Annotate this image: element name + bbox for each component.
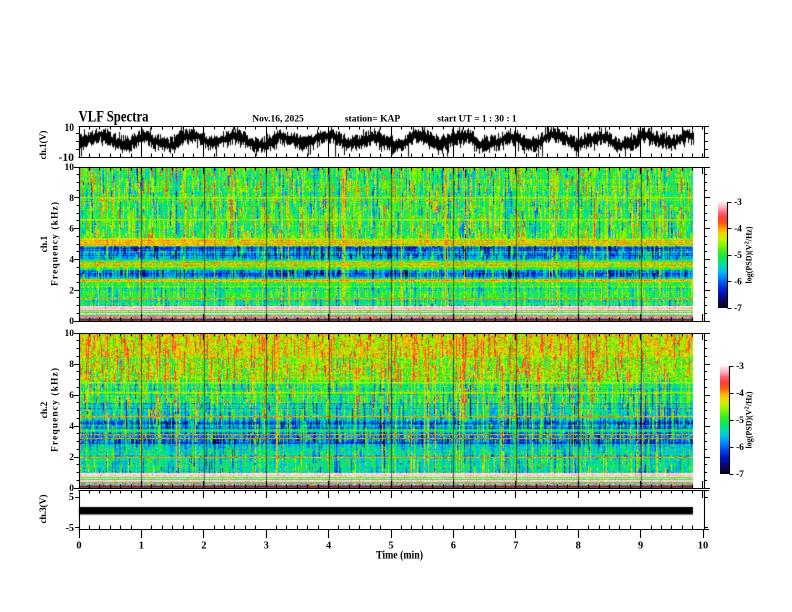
svg-text:10: 10	[698, 541, 708, 552]
svg-text:-3: -3	[734, 198, 742, 208]
svg-text:Time (min): Time (min)	[376, 549, 423, 562]
svg-text:log(PSD)(V2/Hz): log(PSD)(V2/Hz)	[743, 226, 754, 283]
svg-text:10: 10	[65, 163, 75, 173]
svg-text:-6: -6	[734, 278, 742, 288]
svg-text:8: 8	[576, 541, 581, 552]
svg-text:-4: -4	[736, 389, 744, 399]
svg-text:-7: -7	[736, 470, 744, 480]
svg-text:0: 0	[69, 317, 74, 327]
svg-text:6: 6	[69, 225, 74, 235]
svg-text:0: 0	[69, 484, 74, 494]
svg-text:Nov.16, 2025: Nov.16, 2025	[252, 115, 304, 125]
svg-text:2: 2	[201, 541, 206, 552]
svg-text:ch.1(V): ch.1(V)	[38, 131, 49, 160]
svg-text:2: 2	[69, 453, 74, 463]
svg-text:VLF Spectra: VLF Spectra	[79, 109, 149, 126]
svg-text:-6: -6	[736, 443, 744, 453]
svg-text:-10: -10	[59, 150, 75, 164]
svg-text:3: 3	[264, 541, 269, 552]
svg-text:6: 6	[69, 391, 74, 401]
svg-text:ch.2: ch.2	[40, 401, 50, 418]
svg-text:10: 10	[65, 329, 75, 339]
svg-text:4: 4	[326, 541, 331, 552]
svg-text:log(PSD)(V2/Hz): log(PSD)(V2/Hz)	[743, 391, 754, 448]
svg-text:7: 7	[513, 541, 518, 552]
svg-text:10: 10	[65, 120, 75, 134]
svg-text:9: 9	[638, 541, 643, 552]
svg-text:-3: -3	[736, 362, 744, 372]
svg-text:6: 6	[451, 541, 456, 552]
svg-text:Frequency (kHz): Frequency (kHz)	[50, 202, 61, 286]
svg-text:ch.3(V): ch.3(V)	[38, 495, 49, 524]
svg-text:station= KAP: station= KAP	[345, 115, 400, 125]
svg-text:-5: -5	[734, 251, 742, 261]
svg-text:Frequency (kHz): Frequency (kHz)	[50, 368, 61, 452]
svg-text:0: 0	[76, 541, 81, 552]
svg-text:-7: -7	[734, 304, 742, 314]
svg-text:8: 8	[69, 194, 74, 204]
svg-text:-4: -4	[734, 225, 742, 235]
svg-text:5: 5	[69, 492, 74, 503]
svg-text:1: 1	[139, 541, 144, 552]
svg-text:5: 5	[388, 541, 393, 552]
svg-text:2: 2	[69, 286, 74, 296]
svg-text:-5: -5	[736, 416, 744, 426]
svg-text:4: 4	[69, 422, 74, 432]
svg-text:8: 8	[69, 360, 74, 370]
svg-text:4: 4	[69, 256, 74, 266]
svg-text:ch.1: ch.1	[40, 235, 50, 252]
svg-text:start UT = 1 : 30 : 1: start UT = 1 : 30 : 1	[437, 115, 517, 125]
svg-text:-5: -5	[66, 523, 75, 534]
